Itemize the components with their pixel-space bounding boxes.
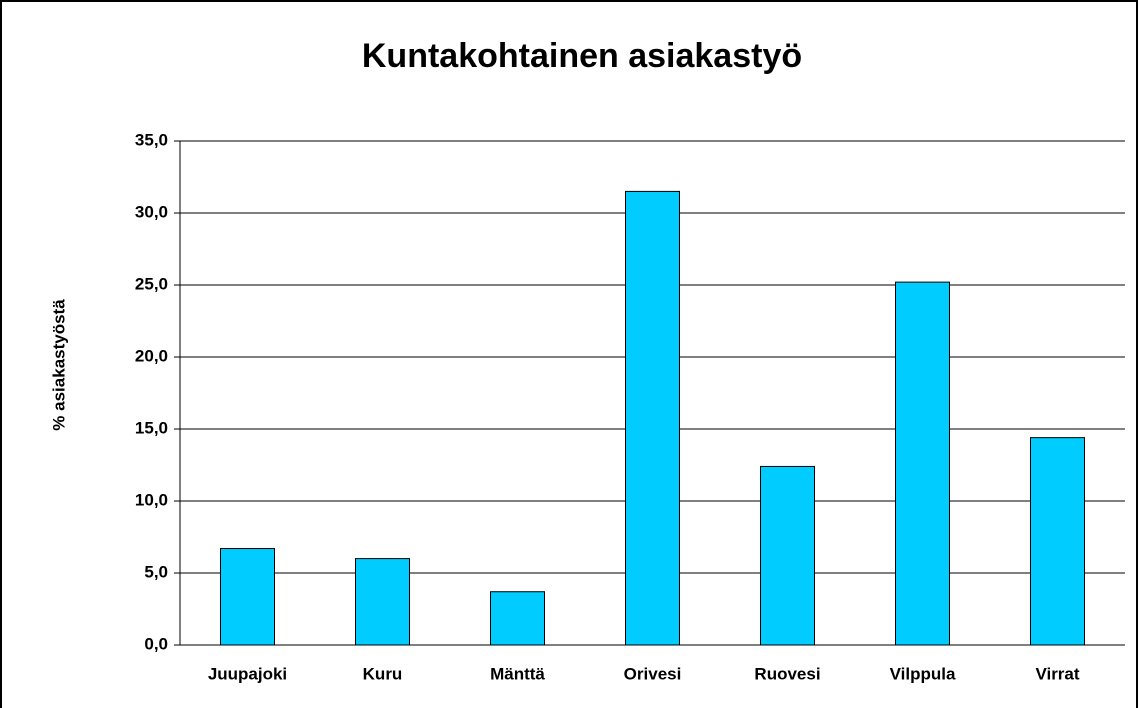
x-tick-label: Vilppula — [890, 664, 956, 683]
x-tick-label: Virrat — [1035, 664, 1079, 683]
chart-title: Kuntakohtainen asiakastyö — [362, 37, 802, 75]
x-tick-label: Orivesi — [624, 664, 682, 683]
y-axis-label: % asiakastyöstä — [49, 299, 68, 431]
bar — [490, 591, 545, 646]
x-tick-label: Juupajoki — [208, 664, 287, 683]
bar — [625, 190, 680, 646]
x-tick-label: Mänttä — [490, 664, 545, 683]
y-tick-label: 5,0 — [144, 562, 168, 581]
y-tick-label: 30,0 — [135, 202, 168, 221]
y-tick-label: 0,0 — [144, 634, 168, 653]
bar — [1030, 437, 1085, 646]
y-tick-label: 25,0 — [135, 274, 168, 293]
x-tick-label: Kuru — [363, 664, 403, 683]
bar — [760, 465, 815, 646]
y-tick-label: 20,0 — [135, 346, 168, 365]
bar — [355, 558, 410, 646]
x-tick-label: Ruovesi — [754, 664, 820, 683]
y-tick-label: 10,0 — [135, 490, 168, 509]
y-tick-label: 15,0 — [135, 418, 168, 437]
bar — [895, 281, 950, 646]
bar — [220, 548, 275, 646]
y-tick-label: 35,0 — [135, 130, 168, 149]
